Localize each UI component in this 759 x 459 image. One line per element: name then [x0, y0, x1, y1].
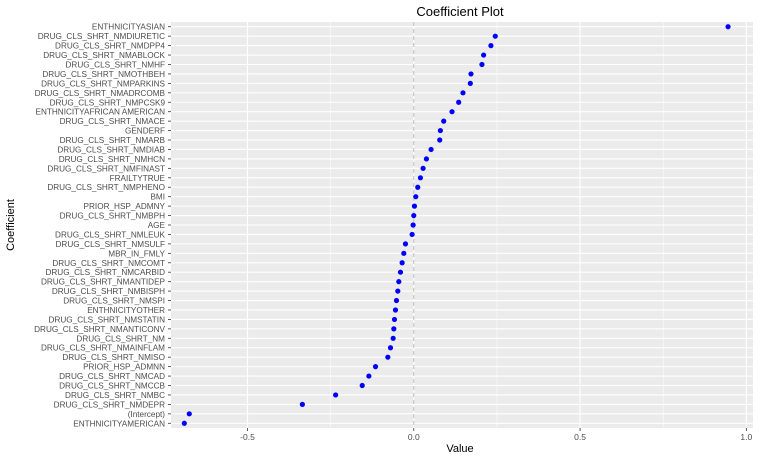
- y-tick-label: DRUG_CLS_SHRT_NMCOMT: [52, 259, 165, 268]
- data-point: [437, 127, 443, 134]
- y-tick-label: DRUG_CLS_SHRT_NMCCB: [59, 382, 165, 391]
- y-tick-label: DRUG_CLS_SHRT_NMBISPH: [52, 287, 165, 296]
- data-point: [456, 99, 462, 105]
- y-tick-label: DRUG_CLS_SHRT_NMISO: [62, 353, 165, 362]
- x-axis-title: Value: [446, 443, 473, 455]
- y-tick-label: DRUG_CLS_SHRT_NMAINFLAM: [41, 344, 165, 353]
- data-point: [423, 156, 430, 162]
- data-point: [467, 80, 473, 86]
- data-point: [395, 288, 401, 294]
- data-point: [359, 382, 365, 389]
- data-point: [420, 165, 426, 171]
- y-tick-label: DRUG_CLS_SHRT_NMADRCOMB: [35, 89, 166, 98]
- y-tick-label: DRUG_CLS_SHRT_NMSULF: [56, 240, 166, 249]
- data-point: [396, 279, 402, 285]
- data-point: [186, 411, 192, 417]
- chart-title: Coefficient Plot: [416, 4, 504, 19]
- data-point: [460, 90, 466, 96]
- y-tick-label: PRIOR_HSP_ADMNY: [84, 202, 166, 211]
- y-tick-label: DRUG_CLS_SHRT_NMANTIDEP: [41, 278, 166, 287]
- data-point: [468, 71, 474, 77]
- data-point: [402, 241, 409, 247]
- data-point: [417, 175, 424, 181]
- data-point: [392, 307, 399, 313]
- data-point: [333, 392, 339, 398]
- data-point: [488, 43, 494, 49]
- data-point: [391, 326, 397, 332]
- y-tick-label: ENTHNICITYASIAN: [92, 23, 165, 32]
- y-tick-labels: ENTHNICITYASIANDRUG_CLS_SHRT_NMDIURETICD…: [34, 23, 171, 428]
- y-tick-label: DRUG_CLS_SHRT_NMBC: [65, 391, 165, 400]
- y-tick-label: DRUG_CLS_SHRT_NMACE: [60, 117, 166, 126]
- data-point: [372, 364, 379, 370]
- y-tick-label: DRUG_CLS_SHRT_NMPCSK9: [50, 98, 166, 107]
- y-tick-label: DRUG_CLS_SHRT_NM: [76, 334, 165, 343]
- data-point: [410, 222, 416, 228]
- y-tick-label: DRUG_CLS_SHRT_NMDIAB: [57, 145, 165, 154]
- data-point: [401, 250, 407, 256]
- data-point: [725, 24, 731, 30]
- x-tick-label: -0.5: [240, 432, 255, 442]
- y-tick-label: GENDERF: [125, 127, 165, 136]
- y-tick-label: FRAILTYTRUE: [110, 174, 166, 183]
- data-point: [413, 194, 419, 200]
- data-point: [479, 61, 485, 68]
- y-tick-label: BMI: [150, 193, 165, 202]
- y-tick-label: MBR_IN_FMLY: [108, 249, 165, 258]
- data-point: [411, 212, 417, 219]
- x-ticks: -0.5 0.0 0.5 1.0: [240, 428, 753, 442]
- data-points: [181, 24, 731, 426]
- data-point: [492, 33, 498, 39]
- x-tick-label: 1.0: [740, 432, 752, 442]
- x-tick-label: 0.0: [408, 432, 420, 442]
- y-tick-label: DRUG_CLS_SHRT_NMLEUK: [55, 230, 165, 239]
- y-tick-label: DRUG_CLS_SHRT_NMABLOCK: [43, 51, 165, 60]
- y-tick-label: DRUG_CLS_SHRT_NMPHENO: [47, 183, 165, 192]
- data-point: [399, 260, 405, 266]
- data-point: [397, 269, 404, 275]
- y-tick-label: DRUG_CLS_SHRT_NMPARKINS: [41, 79, 165, 88]
- y-tick-label: DRUG_CLS_SHRT_NMCAD: [59, 372, 165, 381]
- data-point: [366, 373, 372, 379]
- y-tick-label: DRUG_CLS_SHRT_NMDIURETIC: [38, 32, 165, 41]
- data-point: [299, 401, 305, 407]
- data-point: [428, 146, 434, 153]
- data-point: [387, 345, 394, 351]
- y-tick-label: DRUG_CLS_SHRT_NMHCN: [59, 155, 165, 164]
- data-point: [481, 52, 487, 58]
- data-point: [441, 118, 447, 124]
- y-tick-label: DRUG_CLS_SHRT_NMBPH: [60, 212, 165, 221]
- y-tick-label: DRUG_CLS_SHRT_NMDEPR: [54, 400, 165, 409]
- data-point: [393, 297, 400, 304]
- y-tick-label: ENTHNICITYAMERICAN: [73, 419, 165, 428]
- y-tick-label: AGE: [148, 221, 166, 230]
- y-tick-label: DRUG_CLS_SHRT_NMANTICONV: [34, 325, 165, 334]
- y-tick-label: DRUG_CLS_SHRT_NMCARBID: [45, 268, 165, 277]
- y-tick-label: (Intercept): [128, 410, 166, 419]
- y-tick-label: DRUG_CLS_SHRT_NMSPI: [63, 297, 165, 306]
- y-axis-title: Coefficient: [5, 199, 17, 251]
- y-tick-label: DRUG_CLS_SHRT_NMHF: [66, 60, 165, 69]
- grid-lines: [171, 22, 753, 428]
- data-point: [390, 335, 396, 341]
- y-tick-label: DRUG_CLS_SHRT_NMARB: [60, 136, 166, 145]
- data-point: [437, 137, 443, 143]
- data-point: [409, 231, 415, 238]
- data-point: [391, 316, 398, 323]
- y-tick-label: DRUG_CLS_SHRT_NMFINAST: [47, 164, 165, 173]
- data-point: [415, 184, 421, 190]
- y-tick-label: DRUG_CLS_SHRT_NMOTHBEH: [42, 70, 165, 79]
- y-tick-label: DRUG_CLS_SHRT_NMSTATIN: [49, 315, 166, 324]
- y-tick-label: ENTHNICITYAFRICAN AMERICAN: [36, 108, 166, 117]
- x-tick-label: 0.5: [574, 432, 586, 442]
- y-tick-label: ENTHNICITYOTHER: [87, 306, 165, 315]
- data-point: [449, 109, 455, 115]
- y-tick-label: DRUG_CLS_SHRT_NMDPP4: [55, 42, 165, 51]
- data-point: [181, 420, 187, 426]
- data-point: [385, 354, 391, 360]
- data-point: [411, 203, 418, 209]
- y-tick-label: PRIOR_HSP_ADMNN: [83, 363, 165, 372]
